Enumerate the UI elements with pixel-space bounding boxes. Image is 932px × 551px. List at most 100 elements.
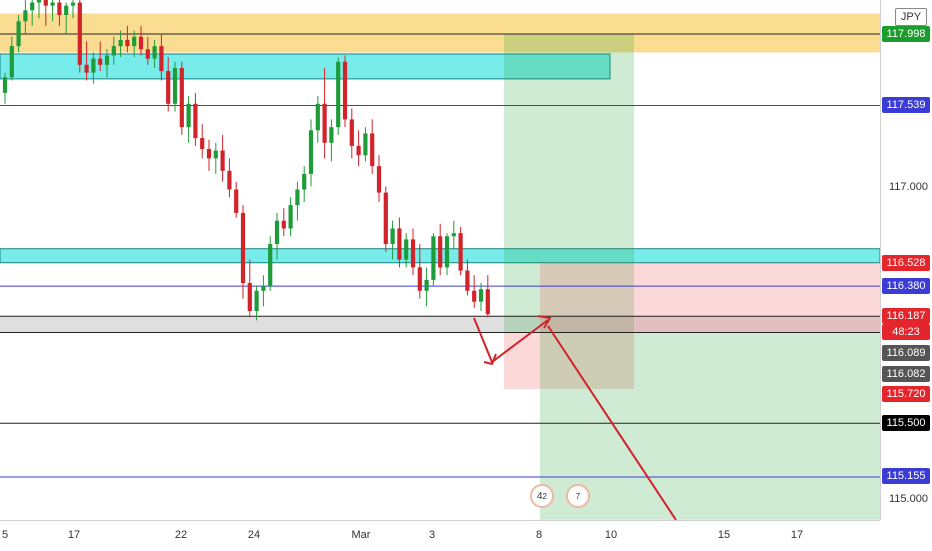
candle-body-24 xyxy=(166,71,171,104)
price-label-116187: 116.187 xyxy=(882,308,930,324)
candle-body-44 xyxy=(302,173,307,190)
projection-arrowhead-1 xyxy=(483,353,497,366)
candle-body-71 xyxy=(485,289,490,315)
long-position-1-stop-area xyxy=(504,331,634,389)
candle-body-33 xyxy=(227,170,232,190)
time-tick-24: 24 xyxy=(247,529,261,541)
event-marker-1-count: 2 xyxy=(542,491,547,501)
candle-body-40 xyxy=(274,220,280,245)
candle-body-34 xyxy=(234,189,239,213)
candle-body-62 xyxy=(424,279,429,291)
price-label-115155: 115.155 xyxy=(882,468,930,484)
candle-body-50 xyxy=(342,61,348,120)
candle-body-19 xyxy=(132,36,137,47)
price-label-115500: 115.500 xyxy=(882,415,930,431)
candle-body-3 xyxy=(23,10,28,22)
long-position-1-target-area xyxy=(504,34,634,332)
event-marker-1-label: 4 xyxy=(536,490,543,502)
candle-body-64 xyxy=(438,236,443,268)
price-axis[interactable]: JPY 117.000 115.000 117.998 117.539 116.… xyxy=(880,0,932,520)
price-tick-115000: 115.000 xyxy=(889,493,928,505)
time-tick-mar: Mar xyxy=(351,529,371,541)
chart-canvas[interactable] xyxy=(0,0,880,520)
candle-body-36 xyxy=(247,283,252,312)
candle-body-8 xyxy=(57,2,62,15)
price-label-116089: 116.089 xyxy=(882,345,930,361)
price-label-116528: 116.528 xyxy=(882,255,930,271)
long-position-2-target-area xyxy=(540,331,880,520)
candle-body-45 xyxy=(308,130,314,174)
candle-body-28 xyxy=(193,103,198,139)
candle-body-56 xyxy=(383,192,388,245)
supply-zone xyxy=(0,13,880,53)
candle-body-58 xyxy=(397,228,402,260)
time-tick-3: 3 xyxy=(428,529,436,541)
candle-body-12 xyxy=(84,64,89,73)
time-tick-17: 17 xyxy=(67,529,81,541)
candle-body-7 xyxy=(50,2,55,6)
candle-body-69 xyxy=(472,290,477,302)
candle-body-30 xyxy=(206,148,212,159)
candle-body-54 xyxy=(370,133,375,167)
candle-body-17 xyxy=(118,39,123,47)
candle-body-13 xyxy=(91,58,96,73)
price-label-115720: 115.720 xyxy=(882,386,930,402)
event-marker-2-count: 7 xyxy=(575,491,581,501)
time-tick-17b: 17 xyxy=(790,529,804,541)
candle-body-2 xyxy=(16,21,21,47)
candle-body-65 xyxy=(444,236,450,268)
candle-body-10 xyxy=(70,2,76,6)
projection-arrowhead-2 xyxy=(537,315,552,329)
candle-body-66 xyxy=(451,233,456,237)
price-label-117539: 117.539 xyxy=(882,97,930,113)
time-tick-10: 10 xyxy=(604,529,618,541)
candle-body-26 xyxy=(179,67,184,128)
candle-body-49 xyxy=(336,61,341,128)
candle-body-38 xyxy=(261,286,266,291)
candle-body-42 xyxy=(288,205,293,229)
countdown-label: 48:23 xyxy=(882,324,930,340)
price-chart[interactable] xyxy=(0,0,880,520)
event-marker-2[interactable]: 7 xyxy=(566,484,590,508)
candle-body-15 xyxy=(104,55,110,65)
candle-body-20 xyxy=(138,36,144,50)
candle-body-4 xyxy=(30,2,35,11)
candle-body-68 xyxy=(465,270,470,291)
time-tick-8: 8 xyxy=(535,529,543,541)
time-axis[interactable]: 5 17 22 24 Mar 3 8 10 15 17 xyxy=(0,520,880,551)
candle-body-53 xyxy=(363,133,368,156)
candle-body-63 xyxy=(431,236,436,280)
candle-body-1 xyxy=(9,46,14,78)
candle-body-55 xyxy=(376,166,382,193)
resistance-zone xyxy=(0,53,611,80)
candle-body-35 xyxy=(240,212,246,284)
candle-body-22 xyxy=(152,46,157,59)
price-label-117998: 117.998 xyxy=(882,26,930,42)
time-tick-15: 15 xyxy=(717,529,731,541)
candle-body-0 xyxy=(2,77,8,93)
candle-body-52 xyxy=(356,145,361,156)
candle-body-61 xyxy=(417,267,422,291)
candle-body-18 xyxy=(125,39,130,47)
price-label-116082: 116.082 xyxy=(882,366,930,382)
price-label-116380: 116.380 xyxy=(882,278,930,294)
candle-body-39 xyxy=(268,244,273,287)
candle-body-48 xyxy=(329,127,334,143)
candle-body-29 xyxy=(200,138,205,149)
candle-body-31 xyxy=(213,150,218,159)
time-tick-5: 5 xyxy=(1,529,9,541)
candle-body-41 xyxy=(281,220,286,229)
candle-body-23 xyxy=(159,46,164,72)
candle-body-11 xyxy=(77,2,82,65)
candle-body-57 xyxy=(390,228,395,245)
currency-label[interactable]: JPY xyxy=(895,8,927,26)
candle-body-51 xyxy=(349,119,354,146)
long-position-2-stop-area xyxy=(540,262,880,332)
candle-body-37 xyxy=(254,290,259,312)
candle-body-14 xyxy=(98,58,103,65)
time-tick-22: 22 xyxy=(174,529,188,541)
candle-body-9 xyxy=(64,5,69,15)
candle-body-21 xyxy=(145,49,150,59)
candle-body-43 xyxy=(295,189,300,206)
